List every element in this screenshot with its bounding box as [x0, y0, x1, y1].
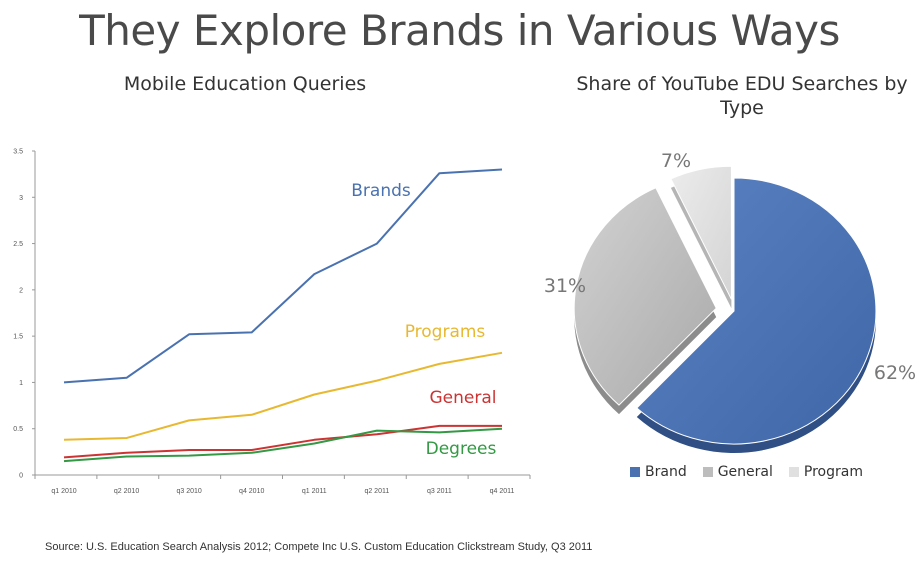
legend-label-general: General: [717, 464, 773, 480]
y-tick-label: 2: [19, 287, 23, 294]
x-tick-label: q1 2010: [51, 488, 76, 495]
series-label-programs: Programs: [405, 322, 486, 342]
pie-chart: 62% 31% 7%: [544, 150, 916, 453]
x-tick-label: q2 2010: [114, 488, 139, 495]
series-line-programs: [63, 351, 503, 441]
x-tick-label: q4 2010: [239, 488, 264, 495]
line-chart: 0 0.5 1 1.5 2 2.5 3 3.5 q1 2010 q2 2010 q3 2010 q4 …: [13, 149, 531, 495]
series-label-degrees: Degrees: [426, 439, 497, 459]
legend-label-brand: Brand: [645, 464, 687, 480]
y-tick-label: 1: [19, 380, 23, 387]
pie-label-brand: 62%: [874, 362, 916, 384]
pie-slice-program: [670, 165, 732, 300]
pie-chart-title: Share of YouTube EDU Searches by Type: [576, 73, 908, 119]
x-tick-label: q4 2011: [490, 488, 515, 495]
series-label-brands: Brands: [351, 181, 411, 201]
series-line-brands: [63, 168, 503, 384]
x-tick-label: q3 2011: [427, 488, 452, 495]
y-tick-label: 0.5: [13, 426, 23, 433]
legend-swatch-general: [702, 467, 713, 477]
page-title: They Explore Brands in Various Ways: [79, 6, 840, 55]
legend-item-brand: Brand: [630, 464, 687, 480]
y-tick-label: 0: [19, 473, 23, 480]
pie-label-general: 31%: [544, 275, 586, 297]
x-tick-label: q3 2010: [176, 488, 201, 495]
y-tick-label: 3: [19, 195, 23, 202]
pie-legend: Brand General Program: [630, 462, 863, 482]
legend-swatch-program: [788, 467, 799, 477]
y-tick-label: 1.5: [13, 334, 23, 341]
series-line-general: [63, 424, 502, 459]
pie-slice-brand: [636, 177, 877, 445]
x-tick-label: q1 2011: [302, 488, 327, 495]
source-note: Source: U.S. Education Search Analysis 2…: [45, 541, 593, 553]
y-tick-label: 3.5: [13, 149, 23, 156]
pie-slice-general: [573, 187, 717, 406]
x-tick-label: q2 2011: [364, 488, 389, 495]
legend-item-program: Program: [788, 464, 863, 480]
series-label-general: General: [430, 388, 497, 408]
legend-label-program: Program: [803, 464, 863, 480]
pie-label-program: 7%: [661, 150, 691, 172]
legend-item-general: General: [702, 464, 773, 480]
line-chart-title: Mobile Education Queries: [123, 73, 367, 95]
legend-swatch-brand: [630, 467, 640, 477]
series-line-degrees: [63, 427, 503, 463]
y-tick-label: 2.5: [13, 241, 23, 248]
